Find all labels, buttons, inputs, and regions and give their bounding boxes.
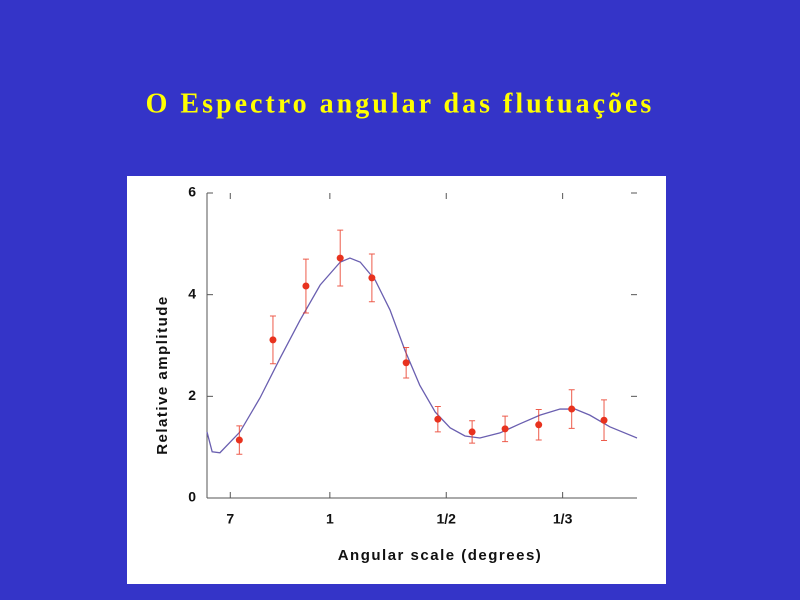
data-point [302, 282, 310, 290]
y-tick-label: 4 [188, 285, 196, 301]
data-point [501, 425, 509, 433]
chart-panel [127, 176, 666, 584]
y-axis-label: Relative amplitude [154, 295, 171, 455]
data-point [269, 336, 277, 344]
x-tick-label: 1/2 [437, 511, 457, 527]
data-point [336, 254, 344, 262]
data-point [434, 415, 442, 423]
data-point [568, 405, 576, 413]
y-tick-label: 2 [188, 387, 196, 403]
x-tick-label: 1 [326, 511, 334, 527]
x-tick-label: 7 [226, 511, 234, 527]
data-point [535, 421, 543, 429]
data-point [368, 274, 376, 282]
y-tick-label: 6 [188, 184, 196, 200]
data-point [402, 359, 410, 367]
data-point [468, 428, 476, 436]
slide-title: O Espectro angular das flutuações [146, 88, 655, 119]
fit-line [206, 257, 638, 454]
y-tick-label: 0 [188, 489, 196, 505]
x-tick-label: 1/3 [553, 511, 573, 527]
x-axis-label: Angular scale (degrees) [338, 547, 543, 564]
data-point [600, 416, 608, 424]
data-point [235, 436, 243, 444]
